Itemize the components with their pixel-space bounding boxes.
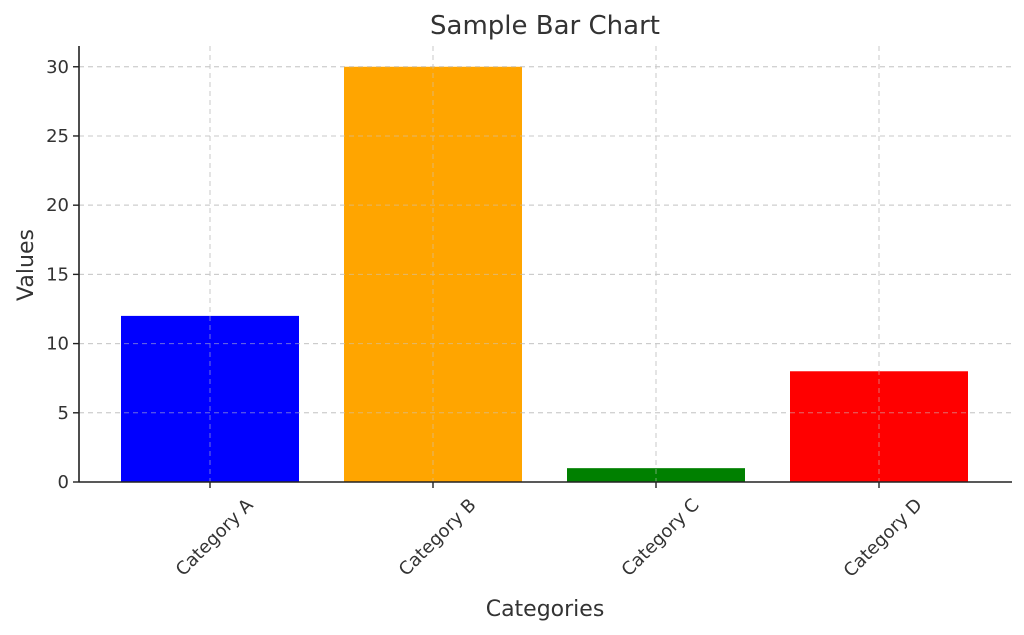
bars-layer xyxy=(121,66,968,482)
x-tick-label: Category C xyxy=(618,495,704,581)
x-axis-label: Categories xyxy=(486,597,605,622)
x-tick-label: Category D xyxy=(840,495,927,582)
y-tick-label: 20 xyxy=(46,195,69,216)
y-tick-label: 30 xyxy=(46,57,69,78)
y-axis-label: Values xyxy=(14,229,39,301)
y-tick-label: 15 xyxy=(46,264,69,285)
axes-layer xyxy=(78,46,1012,483)
y-tick-label: 25 xyxy=(46,126,69,147)
chart-title: Sample Bar Chart xyxy=(430,11,660,41)
x-ticks: Category A Category B Category C Category D xyxy=(172,482,927,582)
x-tick-label: Category A xyxy=(172,494,258,580)
y-tick-label: 5 xyxy=(58,403,69,424)
bar-category-c xyxy=(567,468,745,482)
x-tick-label: Category B xyxy=(395,495,481,581)
y-tick-label: 10 xyxy=(46,334,69,355)
y-ticks: 0 5 10 15 20 25 30 xyxy=(46,57,79,493)
grid-overlay xyxy=(79,46,1012,483)
y-tick-label: 0 xyxy=(58,472,69,493)
